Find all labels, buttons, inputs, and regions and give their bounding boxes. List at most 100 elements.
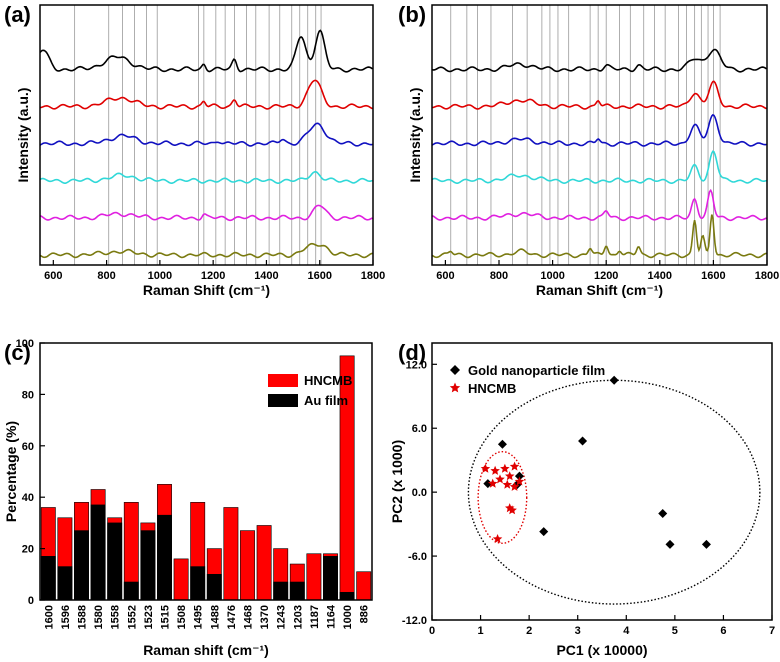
bar-au-film bbox=[90, 504, 106, 601]
point-hncmb bbox=[495, 474, 505, 484]
spectrum-line bbox=[431, 113, 767, 147]
bar-au-film bbox=[339, 591, 355, 601]
y-tick-label: 40 bbox=[22, 492, 34, 504]
bar-au-film bbox=[190, 566, 206, 601]
y-tick-label: 100 bbox=[16, 338, 34, 350]
bar-au-film bbox=[123, 581, 139, 601]
x-tick-label: 1200 bbox=[594, 270, 618, 282]
y-axis-title: Intensity (a.u.) bbox=[407, 88, 423, 183]
spectrum-line bbox=[431, 150, 767, 185]
point-hncmb bbox=[490, 465, 500, 475]
point-hncmb bbox=[500, 463, 510, 473]
y-tick-label: 12.0 bbox=[406, 359, 427, 371]
x-axis-title: Raman shift (cm⁻¹) bbox=[143, 642, 269, 658]
chart-a: 600 800 1000 1200 1400 1600 1800 Raman Shift (c… bbox=[15, 4, 385, 298]
spectrum-line bbox=[431, 188, 767, 222]
x-tick-label: 3 bbox=[575, 625, 581, 637]
point-gold-film bbox=[578, 436, 588, 446]
x-tick-label: 2 bbox=[526, 625, 532, 637]
chart-d: 0 1 2 3 4 5 6 7 -12.0 -6.0 0.0 6.0 12.0 PC1 (x 10000)… bbox=[389, 342, 775, 658]
point-hncmb bbox=[509, 481, 520, 491]
spectrum-line bbox=[39, 29, 373, 73]
panel-label-d: (d) bbox=[398, 340, 426, 365]
y-tick-label: 0.0 bbox=[412, 487, 427, 499]
ellipse-gold-film bbox=[467, 379, 761, 605]
legend-swatch-hncmb bbox=[268, 374, 298, 387]
spectrum-line bbox=[39, 242, 373, 259]
spectrum-line bbox=[39, 171, 373, 184]
point-gold-film bbox=[665, 539, 675, 549]
category-label: 886 bbox=[359, 605, 371, 623]
point-hncmb bbox=[507, 505, 517, 515]
y-tick-label: 0 bbox=[28, 595, 34, 607]
x-axis-title: Raman Shift (cm⁻¹) bbox=[143, 282, 270, 298]
point-hncmb bbox=[505, 471, 515, 481]
spectrum-line bbox=[39, 204, 373, 222]
point-gold-film bbox=[701, 539, 711, 549]
category-label: 1488 bbox=[209, 605, 221, 629]
point-gold-film bbox=[609, 375, 619, 385]
x-tick-label: 1600 bbox=[701, 270, 725, 282]
y-tick-label: -6.0 bbox=[408, 551, 427, 563]
bar-hncmb bbox=[256, 525, 272, 601]
category-label: 1515 bbox=[160, 605, 172, 629]
x-tick-label: 7 bbox=[769, 625, 775, 637]
plot-frame bbox=[39, 342, 373, 601]
legend-marker-hncmb bbox=[449, 382, 461, 393]
bar-hncmb bbox=[306, 553, 322, 601]
y-tick-label: 20 bbox=[22, 544, 34, 556]
category-label: 1370 bbox=[259, 605, 271, 629]
bar-hncmb bbox=[173, 558, 189, 601]
point-gold-film bbox=[539, 527, 549, 537]
category-label: 1203 bbox=[292, 605, 304, 629]
category-label: 1187 bbox=[309, 605, 321, 629]
y-tick-label: 80 bbox=[22, 389, 34, 401]
category-label: 1468 bbox=[243, 605, 255, 629]
plot-frame bbox=[39, 4, 374, 266]
point-hncmb bbox=[502, 479, 512, 489]
point-hncmb bbox=[509, 461, 520, 471]
category-label: 1508 bbox=[176, 605, 188, 629]
category-label: 1558 bbox=[110, 605, 122, 629]
category-label: 1495 bbox=[193, 605, 205, 629]
bar-au-film bbox=[57, 566, 73, 601]
category-label: 1164 bbox=[326, 604, 338, 629]
bar-hncmb bbox=[356, 571, 372, 601]
bar-au-film bbox=[74, 530, 89, 601]
bar-hncmb bbox=[223, 507, 239, 601]
legend-label-au-film: Au film bbox=[304, 393, 348, 408]
x-tick-label: 4 bbox=[623, 625, 630, 637]
spectrum-line bbox=[431, 48, 767, 73]
spectrum-line bbox=[431, 214, 767, 259]
legend-label-hncmb: HNCMB bbox=[468, 381, 516, 396]
category-label: 1596 bbox=[60, 605, 72, 629]
bar-au-film bbox=[323, 556, 338, 601]
point-gold-film bbox=[514, 471, 524, 481]
y-axis-title: Percentage (%) bbox=[3, 421, 19, 522]
panel-label-b: (b) bbox=[398, 2, 426, 27]
x-tick-label: 800 bbox=[490, 270, 508, 282]
point-hncmb bbox=[492, 534, 503, 544]
x-tick-label: 1600 bbox=[307, 270, 331, 282]
bar-au-film bbox=[107, 522, 123, 601]
category-label: 1476 bbox=[226, 605, 238, 629]
point-gold-film bbox=[658, 508, 668, 518]
plot-frame bbox=[431, 4, 768, 266]
x-tick-label: 1400 bbox=[648, 270, 672, 282]
bar-au-film bbox=[289, 581, 305, 601]
point-hncmb bbox=[514, 476, 525, 486]
x-tick-label: 0 bbox=[429, 625, 435, 637]
ellipse-hncmb bbox=[477, 450, 528, 544]
x-tick-label: 1800 bbox=[361, 270, 385, 282]
x-tick-label: 600 bbox=[44, 270, 62, 282]
category-label: 1523 bbox=[143, 605, 155, 629]
bar-au-film bbox=[206, 573, 222, 601]
legend-label-gold-film: Gold nanoparticle film bbox=[468, 363, 605, 378]
bar-hncmb bbox=[240, 530, 255, 601]
bar-au-film bbox=[273, 581, 289, 601]
point-hncmb bbox=[480, 463, 491, 473]
category-label: 1552 bbox=[126, 605, 138, 629]
point-hncmb bbox=[488, 478, 498, 488]
x-tick-label: 800 bbox=[97, 270, 115, 282]
